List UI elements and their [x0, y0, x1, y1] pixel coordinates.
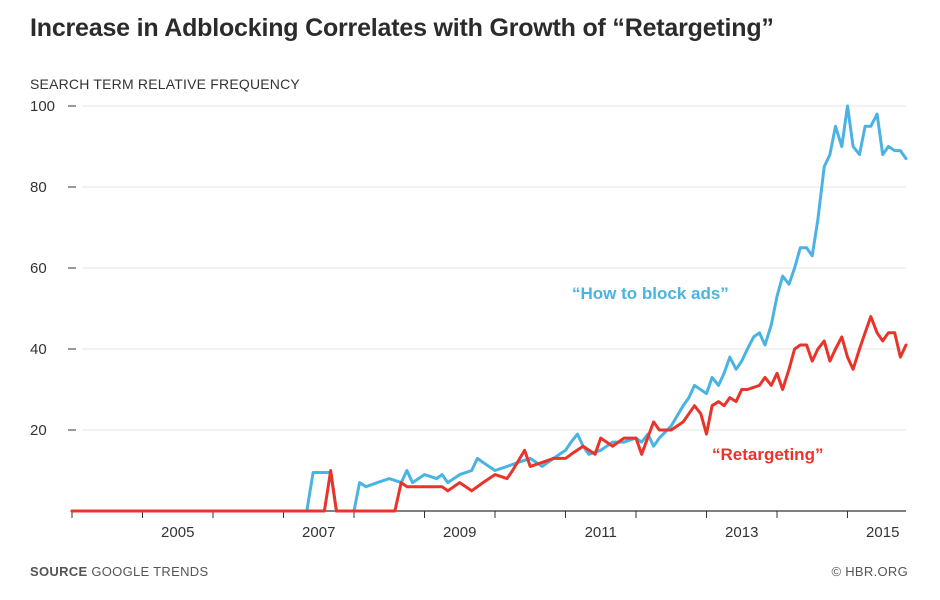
source-text: GOOGLE TRENDS: [91, 564, 209, 579]
x-tick-label: 2005: [161, 524, 194, 541]
x-tick-label: 2015: [866, 524, 899, 541]
y-tick-label: 80: [30, 179, 47, 196]
credit: © HBR.ORG: [831, 564, 908, 579]
series-lines: [70, 104, 908, 513]
series-line-retargeting: [70, 315, 908, 513]
x-tick-label: 2011: [585, 524, 617, 541]
source-note: SOURCE GOOGLE TRENDS: [30, 564, 208, 579]
x-tick-label: 2007: [302, 524, 335, 541]
x-tick-label: 2013: [725, 524, 758, 541]
y-tick-label: 100: [30, 98, 55, 115]
y-axis-label: SEARCH TERM RELATIVE FREQUENCY: [30, 76, 300, 92]
y-tick-label: 40: [30, 341, 47, 358]
y-axis-ticks: 20 40 60 80 100: [30, 98, 76, 439]
source-heading: SOURCE: [30, 564, 88, 579]
annotation-how-to-block-ads: “How to block ads”: [572, 284, 729, 303]
gridlines: [82, 105, 906, 431]
y-tick-label: 20: [30, 422, 47, 439]
x-tick-label: 2009: [443, 524, 476, 541]
x-axis: 2005 2007 2009 2011 2013 2015: [71, 510, 906, 541]
series-line-how-to-block-ads: [70, 104, 908, 513]
annotation-retargeting: “Retargeting”: [712, 445, 823, 464]
y-tick-label: 60: [30, 260, 47, 277]
chart-title: Increase in Adblocking Correlates with G…: [30, 14, 774, 42]
